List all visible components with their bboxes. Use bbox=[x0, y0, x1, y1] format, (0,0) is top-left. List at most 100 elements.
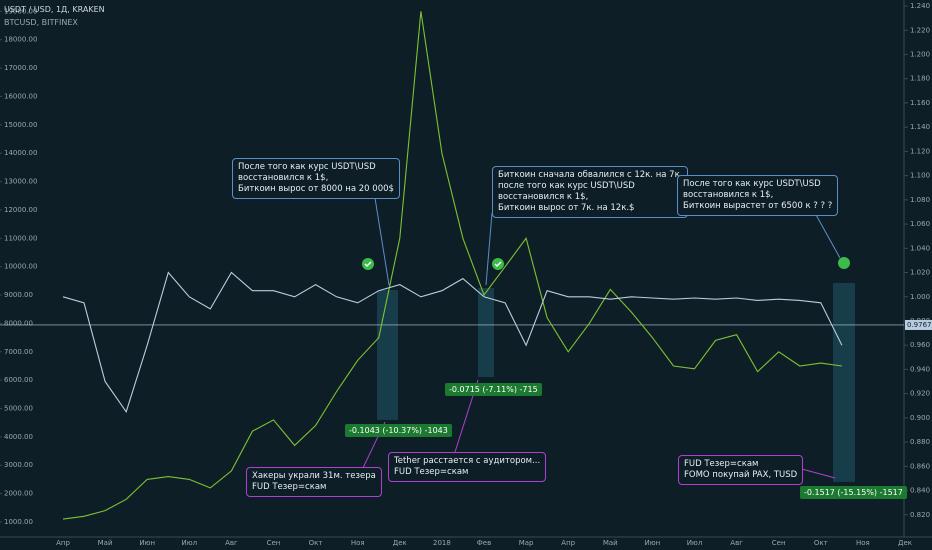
x-tick-label: Ноя bbox=[856, 539, 870, 547]
y-tick-label: 17000.00 bbox=[4, 64, 37, 72]
measure-label: -0.0715 (-7.11%) -715 bbox=[445, 383, 542, 396]
y2-tick-label: 1.160 bbox=[910, 99, 930, 107]
y2-tick-label: 0.920 bbox=[910, 390, 930, 398]
x-tick-label: Окт bbox=[309, 539, 323, 547]
x-tick-label: Май bbox=[98, 539, 113, 547]
y-tick-label: 11000.00 bbox=[4, 234, 37, 242]
x-tick-label: Июл bbox=[181, 539, 197, 547]
range-box bbox=[833, 283, 855, 482]
y2-tick-label: 0.860 bbox=[910, 462, 930, 470]
annotation-line: FOMO покупай PAX, TUSD bbox=[684, 470, 798, 480]
annotation-line: Биткоин сначала обвалился с 12к. на 7к. bbox=[498, 170, 683, 180]
x-tick-label: Сен bbox=[267, 539, 281, 547]
x-tick-label: Мар bbox=[519, 539, 534, 547]
annotation-line: восстановился к 1$, bbox=[683, 190, 774, 200]
y-tick-label: 3000.00 bbox=[4, 461, 33, 469]
y2-tick-label: 0.940 bbox=[910, 365, 930, 373]
y2-tick-label: 0.820 bbox=[910, 511, 930, 519]
last-price-tag bbox=[905, 319, 932, 330]
y2-tick-label: 1.220 bbox=[910, 26, 930, 34]
annotation-line: Биткоин вырос от 8000 на 20 000$ bbox=[238, 184, 394, 194]
y2-tick-label: 1.000 bbox=[910, 293, 930, 301]
y2-tick-label: 1.040 bbox=[910, 244, 930, 252]
x-tick-label: Фев bbox=[477, 539, 491, 547]
question-icon bbox=[838, 257, 850, 269]
y-tick-label: 15000.00 bbox=[4, 121, 37, 129]
x-tick-label: Апр bbox=[56, 539, 70, 547]
y2-tick-label: 0.840 bbox=[910, 487, 930, 495]
x-tick-label: Сен bbox=[772, 539, 786, 547]
check-mark bbox=[494, 261, 502, 268]
y2-tick-label: 1.240 bbox=[910, 2, 930, 10]
y-tick-label: 6000.00 bbox=[4, 376, 33, 384]
x-tick-label: Окт bbox=[814, 539, 828, 547]
series-line bbox=[62, 271, 843, 414]
y2-tick-label: 1.180 bbox=[910, 75, 930, 83]
x-tick-label: Май bbox=[603, 539, 618, 547]
annotation-line: FUD Тезер=скам bbox=[252, 482, 327, 492]
x-tick-label: Июл bbox=[687, 539, 703, 547]
y-tick-label: 10000.00 bbox=[4, 263, 37, 271]
y-tick-label: 9000.00 bbox=[4, 291, 33, 299]
annotation-line: Биткоин вырастет от 6500 к ? ? ? bbox=[683, 201, 833, 211]
y-tick-label: 16000.00 bbox=[4, 92, 37, 100]
annotation: После того как курс USDT\USD восстановилс… bbox=[232, 158, 400, 199]
title: USDT / USD, 1Д, KRAKEN bbox=[4, 5, 105, 14]
y-tick-label: 18000.00 bbox=[4, 36, 37, 44]
pointer bbox=[814, 212, 841, 259]
x-tick-label: Апр bbox=[561, 539, 575, 547]
y-tick-label: 12000.00 bbox=[4, 206, 37, 214]
x-tick-label: Дек bbox=[393, 539, 407, 547]
annotation-line: Tether расстается с аудитором... bbox=[394, 456, 541, 466]
x-tick-label: 2018 bbox=[433, 539, 451, 547]
y-tick-label: 14000.00 bbox=[4, 149, 37, 157]
check-mark bbox=[364, 261, 372, 268]
pointer bbox=[374, 197, 390, 286]
annotation: Tether расстается с аудитором... FUD Тезе… bbox=[388, 452, 547, 482]
y2-tick-label: 0.880 bbox=[910, 438, 930, 446]
annotation: Биткоин сначала обвалился с 12к. на 7к. п… bbox=[492, 166, 689, 218]
measure-label: -0.1043 (-10.37%) -1043 bbox=[345, 424, 452, 437]
y-tick-label: 4000.00 bbox=[4, 433, 33, 441]
annotation-line: После того как курс USDT\USD bbox=[683, 179, 821, 189]
y2-tick-label: 1.200 bbox=[910, 51, 930, 59]
annotation-line: Биткоин вырос от 7к. на 12к.$ bbox=[498, 203, 635, 213]
annotation-line: FUD Тезер=скам bbox=[684, 459, 759, 469]
y-tick-label: 2000.00 bbox=[4, 490, 33, 498]
annotation: Хакеры украли 31м. тезера FUD Тезер=скам bbox=[246, 467, 382, 497]
y2-tick-label: 0.900 bbox=[910, 414, 930, 422]
y2-tick-label: 1.080 bbox=[910, 196, 930, 204]
annotation: FUD Тезер=скам FOMO покупай PAX, TUSD bbox=[678, 455, 804, 485]
measure-label: -0.1517 (-15.15%) -1517 bbox=[800, 486, 907, 499]
annotation-line: Хакеры украли 31м. тезера bbox=[252, 471, 376, 481]
annotation: После того как курс USDT\USD восстановилс… bbox=[677, 175, 839, 216]
y-tick-label: 19000.00 bbox=[4, 7, 37, 15]
annotation-line: после того как курс USDT\USD bbox=[498, 181, 635, 191]
annotation-line: После того как курс USDT\USD bbox=[238, 162, 376, 172]
annotation-line: восстановился к 1$, bbox=[238, 173, 329, 183]
y2-tick-label: 1.020 bbox=[910, 269, 930, 277]
y2-tick-label: 1.060 bbox=[910, 220, 930, 228]
y-tick-label: 8000.00 bbox=[4, 319, 33, 327]
x-tick-label: Авг bbox=[730, 539, 743, 547]
y2-tick-label: 1.140 bbox=[910, 123, 930, 131]
range-box bbox=[478, 288, 494, 377]
last-price-label: 0.9767 bbox=[907, 321, 932, 329]
range-box bbox=[377, 290, 398, 420]
subtitle: BTCUSD, BITFINEX bbox=[4, 18, 78, 27]
x-tick-label: Авг bbox=[225, 539, 238, 547]
x-tick-label: Ноя bbox=[351, 539, 365, 547]
pointer bbox=[485, 212, 493, 286]
y2-tick-label: 1.100 bbox=[910, 172, 930, 180]
annotation-line: восстановился к 1$, bbox=[498, 192, 589, 202]
y-tick-label: 5000.00 bbox=[4, 405, 33, 413]
annotation-line: FUD Тезер=скам bbox=[394, 467, 469, 477]
x-tick-label: Дек bbox=[898, 539, 912, 547]
x-tick-label: Июн bbox=[645, 539, 661, 547]
series-line bbox=[62, 11, 842, 520]
x-tick-label: Июн bbox=[139, 539, 155, 547]
y-tick-label: 7000.00 bbox=[4, 348, 33, 356]
y-tick-label: 13000.00 bbox=[4, 178, 37, 186]
